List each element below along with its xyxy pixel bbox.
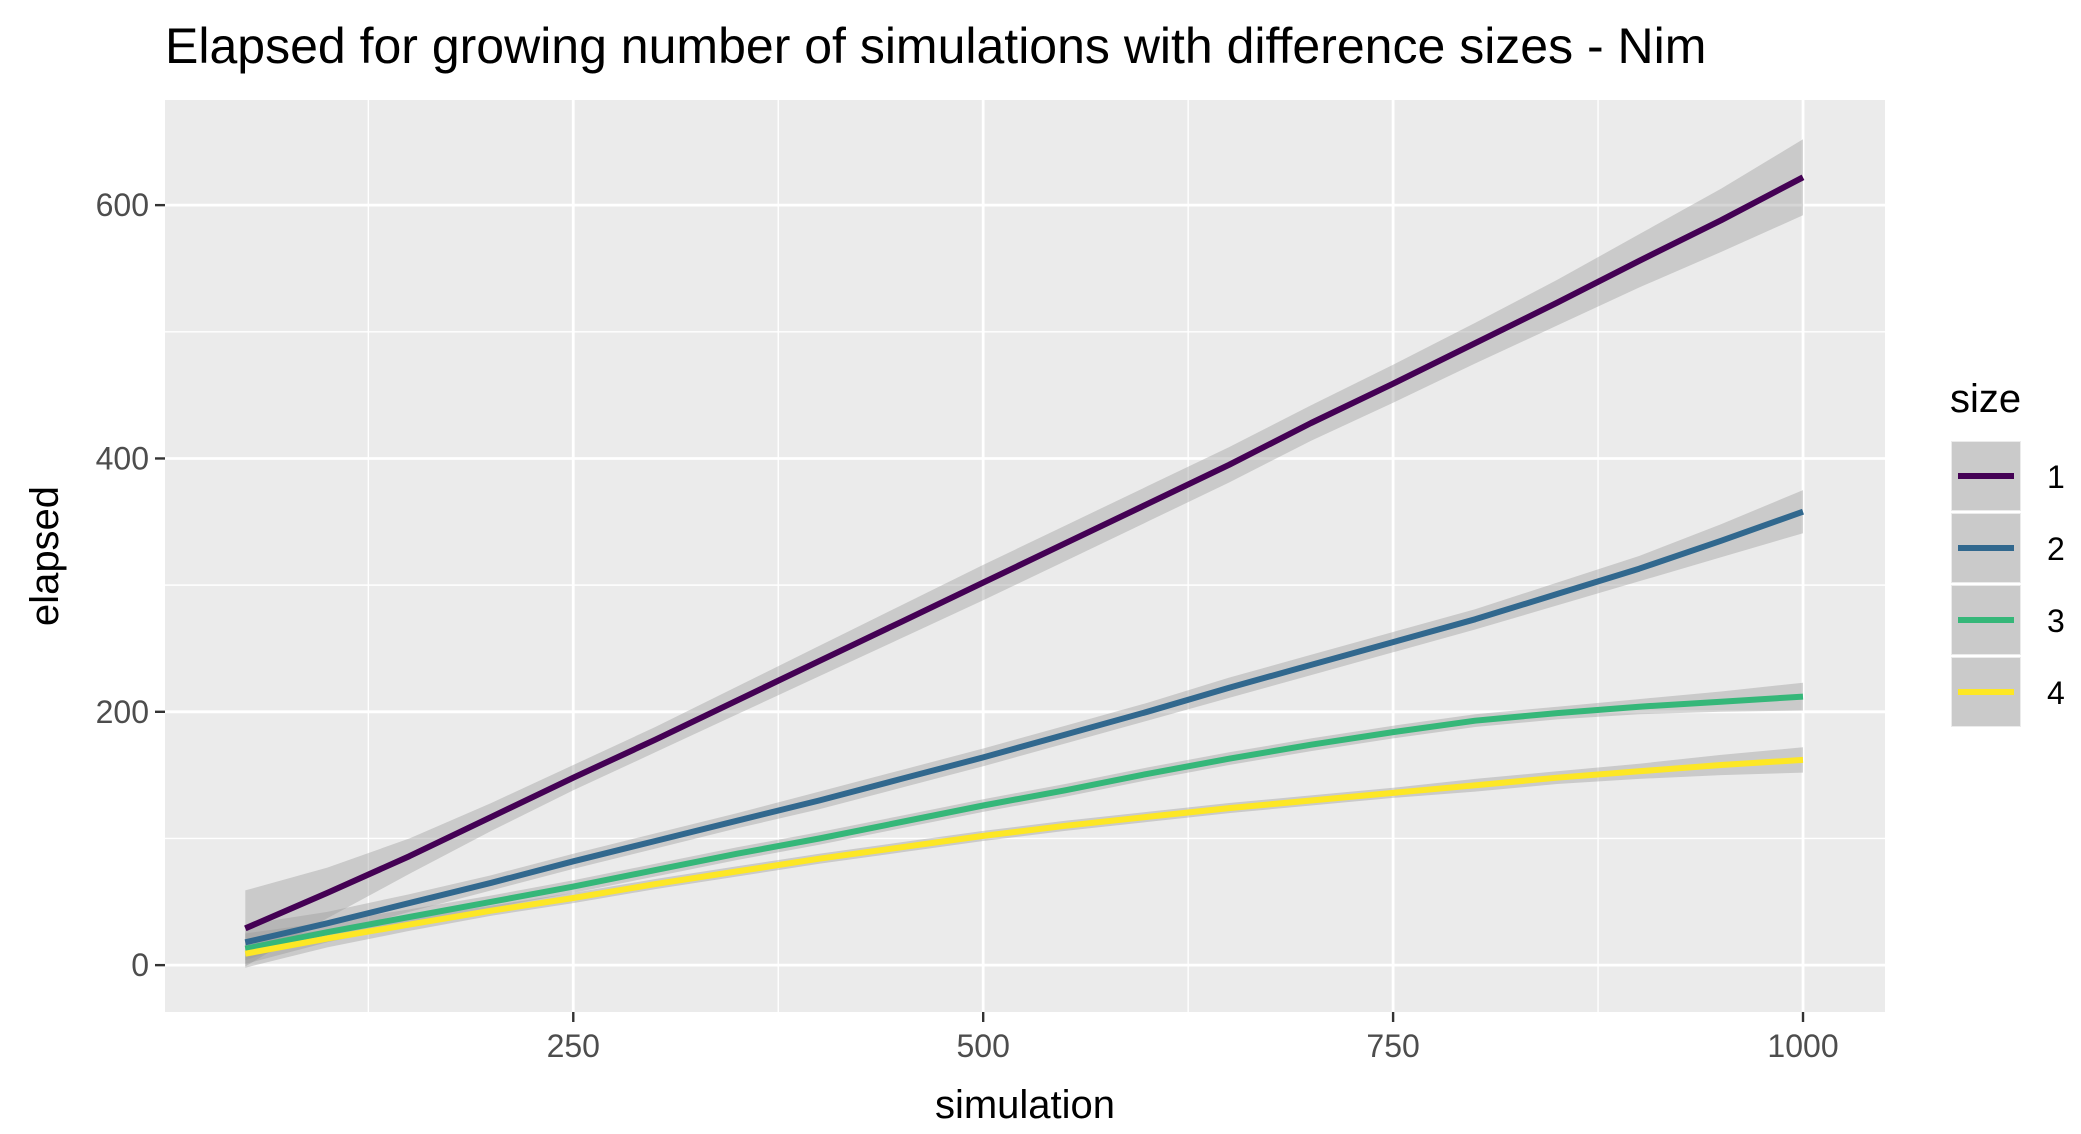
chart-title: Elapsed for growing number of simulation… [165, 18, 1706, 74]
y-tick-label: 400 [96, 440, 149, 476]
x-tick-label: 1000 [1767, 1028, 1838, 1064]
y-axis-title: elapsed [23, 486, 67, 626]
x-tick-label: 500 [956, 1028, 1009, 1064]
series-ribbon-2 [245, 490, 1803, 961]
series-line-2 [244, 508, 1805, 946]
y-axis: 0 200 400 600 [96, 187, 165, 983]
x-axis-title: simulation [935, 1083, 1115, 1127]
series-ribbon-3 [245, 682, 1803, 964]
series-line-3 [244, 693, 1804, 952]
legend-label: 2 [2047, 531, 2065, 567]
major-gridlines [165, 100, 1885, 1012]
legend-label: 1 [2047, 459, 2065, 495]
y-tick-label: 200 [96, 694, 149, 730]
series-line-1 [244, 174, 1805, 932]
legend-key-2: 2 [1949, 511, 2065, 585]
legend-key-4: 4 [1949, 655, 2065, 729]
minor-gridlines [165, 100, 1885, 1012]
series-lines [244, 174, 1805, 957]
y-tick-label: 600 [96, 187, 149, 223]
legend-label: 4 [2047, 675, 2065, 711]
series-ribbon-1 [245, 139, 1803, 967]
legend-key-1: 1 [1949, 439, 2065, 513]
legend: size 1 2 3 4 [1949, 377, 2065, 729]
legend-key-3: 3 [1949, 583, 2065, 657]
x-tick-label: 250 [547, 1028, 600, 1064]
series-line-4 [244, 756, 1804, 957]
legend-title: size [1950, 377, 2021, 421]
x-tick-label: 750 [1366, 1028, 1419, 1064]
x-axis: 250 500 750 1000 [547, 1012, 1839, 1064]
y-tick-label: 0 [131, 947, 149, 983]
legend-keys: 1 2 3 4 [1949, 439, 2065, 729]
legend-label: 3 [2047, 603, 2065, 639]
